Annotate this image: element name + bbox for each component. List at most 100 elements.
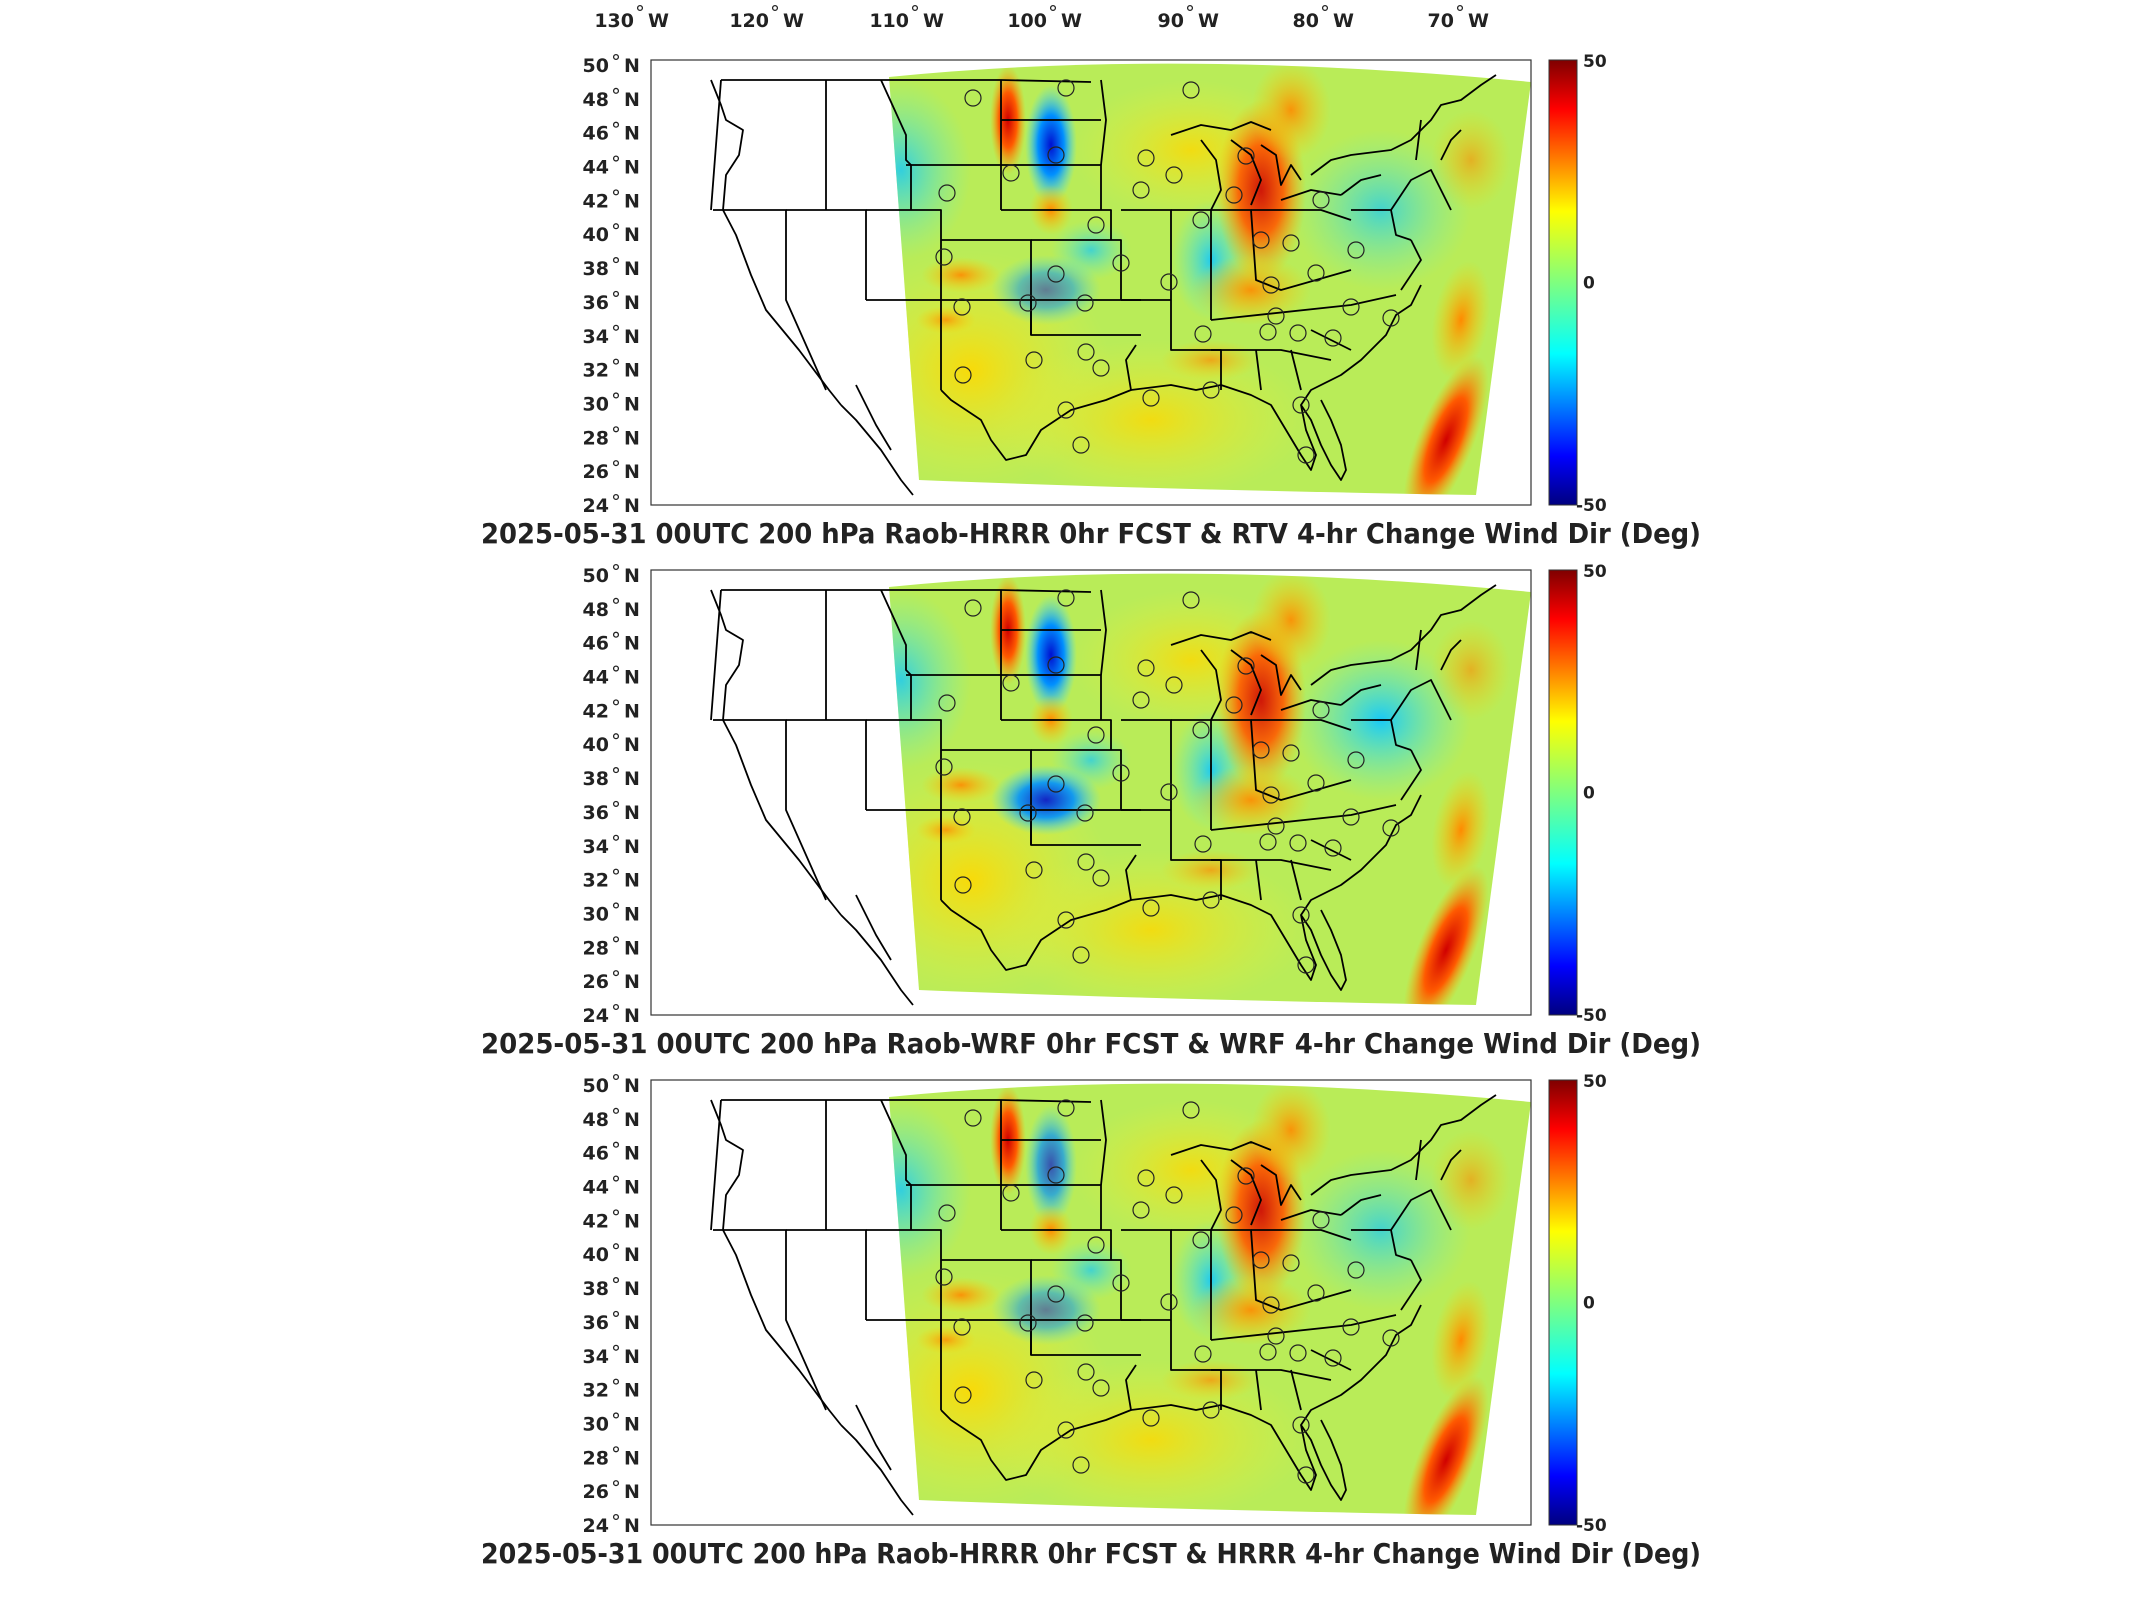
raob-station-marker	[1160, 1293, 1178, 1311]
lat-tick-label: 32 N	[583, 1378, 640, 1402]
lat-tick-direction: N	[624, 495, 640, 517]
raob-station-marker	[1132, 1201, 1150, 1219]
raob-station-marker	[938, 1204, 956, 1222]
lat-tick-direction: N	[624, 1005, 640, 1027]
raob-station-marker	[1057, 1099, 1075, 1117]
raob-station-marker	[1025, 1371, 1043, 1389]
raob-station-marker	[1262, 276, 1280, 294]
raob-station-marker	[1237, 1167, 1255, 1185]
raob-station-marker	[1289, 1344, 1307, 1362]
degree-symbol	[612, 426, 620, 433]
lat-tick-label: 48 N	[583, 87, 640, 111]
raob-station-marker	[1194, 325, 1212, 343]
lat-tick-label: 34 N	[583, 1344, 640, 1368]
raob-station-marker	[1194, 835, 1212, 853]
lon-tick-degree: 100	[1007, 10, 1047, 32]
lat-tick-direction: N	[624, 903, 640, 925]
degree-symbol	[612, 155, 620, 162]
lat-tick-label: 36 N	[583, 290, 640, 314]
colorbar-max-label: 50	[1583, 562, 1607, 582]
degree-symbol	[1321, 4, 1329, 12]
degree-symbol	[1186, 4, 1194, 12]
raob-station-marker	[1132, 181, 1150, 199]
lat-tick-label: 24 N	[583, 493, 640, 517]
lat-tick-degree: 44	[583, 667, 609, 689]
lat-tick-label: 34 N	[583, 834, 640, 858]
lat-tick-degree: 40	[583, 224, 609, 246]
lon-tick-degree: 110	[869, 10, 909, 32]
lon-tick-direction: W	[923, 10, 944, 32]
lat-tick-degree: 30	[583, 1413, 609, 1435]
lat-tick-direction: N	[624, 326, 640, 348]
raob-station-marker	[1292, 396, 1310, 414]
raob-station-marker	[1057, 911, 1075, 929]
lat-tick-degree: 50	[583, 55, 609, 77]
lat-tick-degree: 48	[583, 89, 609, 111]
lat-tick-direction: N	[624, 836, 640, 858]
raob-station-marker	[1092, 1379, 1110, 1397]
lat-tick-label: 44 N	[583, 1175, 640, 1199]
raob-station-marker	[1192, 1231, 1210, 1249]
raob-station-marker	[1047, 265, 1065, 283]
raob-station-marker	[954, 1386, 972, 1404]
raob-station-marker	[1087, 216, 1105, 234]
lat-tick-direction: N	[624, 599, 640, 621]
raob-station-marker	[1076, 804, 1094, 822]
colorbar-max-label: 50	[1583, 52, 1607, 72]
lat-tick-label: 50 N	[583, 563, 640, 587]
lat-tick-direction: N	[624, 1143, 640, 1165]
lon-tick-direction: W	[1333, 10, 1354, 32]
panel-3: 50 N48 N46 N44 N42 N40 N38 N36 N34 N32 N30 N28 N26 N2…	[481, 1072, 1701, 1570]
raob-station-marker	[1194, 1345, 1212, 1363]
raob-station-marker	[1002, 1184, 1020, 1202]
lat-tick-direction: N	[624, 1312, 640, 1334]
degree-symbol	[612, 1073, 620, 1081]
raob-station-marker	[1282, 1254, 1300, 1272]
lon-tick-direction: W	[1061, 10, 1082, 32]
degree-symbol	[612, 290, 620, 297]
lat-tick-label: 42 N	[583, 189, 640, 212]
lat-tick-degree: 40	[583, 734, 609, 756]
lon-tick-degree: 70	[1428, 10, 1454, 32]
lat-tick-degree: 36	[583, 802, 609, 824]
raob-station-marker	[1347, 241, 1365, 259]
raob-station-marker	[1382, 309, 1400, 327]
raob-station-marker	[1347, 1261, 1365, 1279]
raob-station-marker	[1267, 307, 1285, 325]
lat-tick-degree: 40	[583, 1244, 609, 1266]
lat-tick-degree: 32	[583, 870, 609, 892]
lat-tick-direction: N	[624, 1244, 640, 1266]
degree-symbol	[612, 1003, 620, 1011]
lat-tick-label: 44 N	[583, 155, 640, 179]
colorbar-ramp	[1548, 569, 1578, 1016]
lat-tick-direction: N	[624, 700, 640, 722]
lat-tick-label: 32 N	[583, 868, 640, 892]
raob-station-marker	[938, 184, 956, 202]
raob-station-marker	[954, 876, 972, 894]
raob-station-marker	[1047, 1166, 1065, 1184]
lon-tick-label: 100 W	[1007, 4, 1082, 32]
raob-station-marker	[1137, 1169, 1155, 1187]
raob-station-marker	[1077, 1363, 1095, 1381]
lat-tick-degree: 26	[583, 461, 609, 483]
raob-station-marker	[1342, 298, 1360, 316]
raob-station-marker	[1347, 751, 1365, 769]
colorbar-min-label: -50	[1576, 1006, 1607, 1026]
raob-station-marker	[1077, 853, 1095, 871]
lat-tick-direction: N	[624, 190, 640, 212]
lat-tick-label: 34 N	[583, 324, 640, 348]
longitude-axis: 130 W 120 W 110 W 100 W 90 W 80 W 70 W	[594, 4, 1489, 32]
raob-station-marker	[1165, 166, 1183, 184]
lon-tick-label: 130 W	[594, 4, 669, 32]
lat-tick-direction: N	[624, 1481, 640, 1503]
raob-station-marker	[1237, 657, 1255, 675]
lat-tick-label: 28 N	[583, 426, 640, 449]
raob-station-marker	[1019, 294, 1037, 312]
lat-tick-degree: 30	[583, 903, 609, 925]
raob-station-marker	[1382, 1329, 1400, 1347]
lat-tick-degree: 46	[583, 123, 609, 145]
lat-tick-direction: N	[624, 55, 640, 77]
lat-tick-degree: 28	[583, 937, 609, 959]
degree-symbol	[612, 733, 620, 740]
raob-station-marker	[1057, 401, 1075, 419]
